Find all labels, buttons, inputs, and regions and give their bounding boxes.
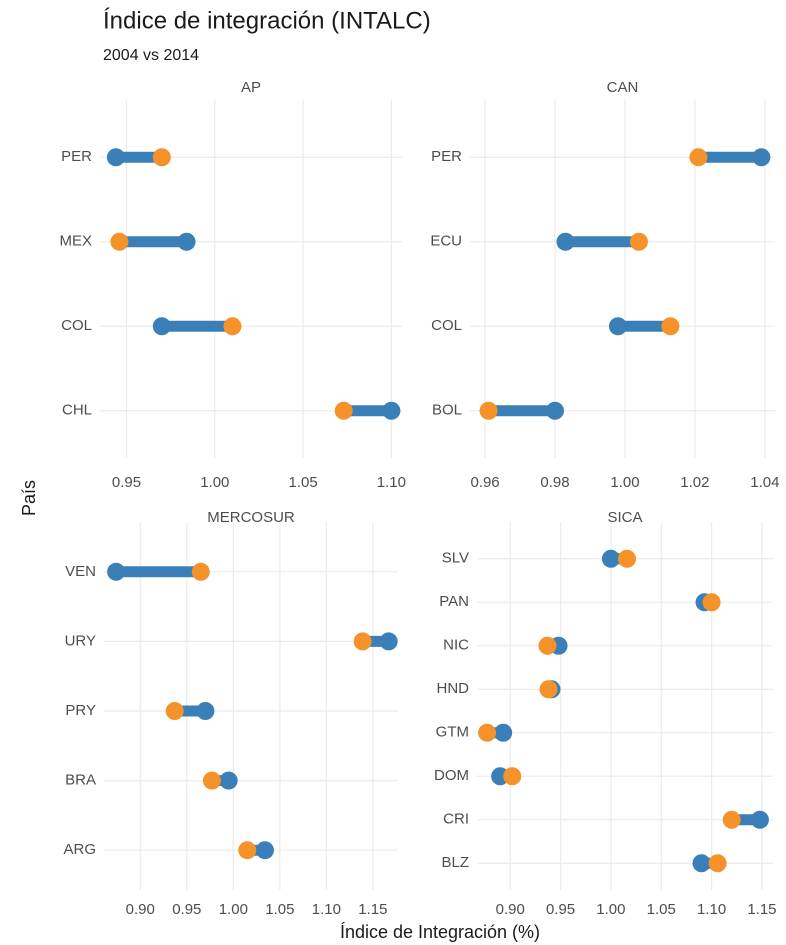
x-tick-label: 1.05 <box>265 901 294 918</box>
point <box>750 810 769 829</box>
point <box>538 636 557 655</box>
y-tick-label: VEN <box>65 563 96 580</box>
point <box>629 232 648 251</box>
y-tick-label: PRY <box>65 702 96 719</box>
x-tick-label: 0.96 <box>470 474 499 491</box>
y-tick-label: SLV <box>442 550 469 567</box>
point <box>692 854 711 873</box>
y-tick-label: BOL <box>432 402 462 419</box>
point <box>107 562 126 581</box>
x-tick-label: 1.00 <box>596 901 625 918</box>
point <box>479 401 498 420</box>
point <box>110 232 129 251</box>
point <box>601 549 620 568</box>
y-tick-label: DOM <box>434 767 469 784</box>
point <box>219 771 238 790</box>
point <box>191 562 210 581</box>
point <box>177 232 196 251</box>
point <box>196 702 215 720</box>
point <box>556 232 575 251</box>
y-tick-label: BLZ <box>441 854 469 871</box>
x-tick-label: 1.10 <box>697 901 726 918</box>
facet-label: SICA <box>607 509 642 526</box>
point <box>752 148 771 167</box>
y-tick-label: PER <box>61 148 92 165</box>
x-tick-label: 1.10 <box>377 474 406 491</box>
y-tick-label: COL <box>431 317 462 334</box>
point <box>152 317 171 336</box>
point <box>334 401 353 420</box>
y-tick-label: CRI <box>443 811 469 828</box>
x-tick-label: 0.90 <box>126 901 155 918</box>
x-tick-label: 0.98 <box>540 474 569 491</box>
y-tick-label: COL <box>61 317 92 334</box>
facet-label: CAN <box>607 79 639 96</box>
y-tick-label: GTM <box>436 724 469 741</box>
x-tick-label: 1.00 <box>219 901 248 918</box>
y-tick-label: ECU <box>430 233 462 250</box>
facet-label: MERCOSUR <box>207 509 295 526</box>
facet-label: AP <box>241 79 261 96</box>
x-axis-label: Índice de Integración (%) <box>340 922 540 942</box>
point <box>106 148 125 167</box>
point <box>503 767 522 786</box>
y-tick-label: HND <box>437 680 470 697</box>
point <box>539 680 558 699</box>
point <box>478 723 497 742</box>
y-tick-label: ARG <box>63 841 96 858</box>
x-tick-label: 1.15 <box>358 901 387 918</box>
point <box>545 401 564 420</box>
x-tick-label: 0.95 <box>172 901 201 918</box>
x-tick-label: 1.04 <box>750 474 779 491</box>
point <box>353 632 372 651</box>
chart-subtitle: 2004 vs 2014 <box>103 47 199 64</box>
y-axis-label: País <box>19 480 39 516</box>
point <box>702 593 721 612</box>
point <box>618 549 637 568</box>
point <box>202 771 221 790</box>
chart-title: Índice de integración (INTALC) <box>103 7 431 34</box>
point <box>165 702 184 720</box>
point <box>238 841 257 860</box>
point <box>722 810 741 829</box>
x-tick-label: 0.95 <box>112 474 141 491</box>
point <box>223 317 242 336</box>
y-tick-label: NIC <box>443 637 469 654</box>
x-tick-label: 1.10 <box>312 901 341 918</box>
point <box>382 401 401 420</box>
point <box>608 317 627 336</box>
point <box>689 148 708 167</box>
point <box>379 632 398 651</box>
x-tick-label: 1.15 <box>747 901 776 918</box>
point <box>494 723 513 742</box>
y-tick-label: BRA <box>65 772 96 789</box>
y-tick-label: MEX <box>59 233 92 250</box>
point <box>255 841 274 860</box>
point <box>708 854 727 873</box>
y-tick-label: URY <box>65 632 96 649</box>
x-tick-label: 1.05 <box>647 901 676 918</box>
y-tick-label: CHL <box>62 402 92 419</box>
x-tick-label: 0.90 <box>496 901 525 918</box>
x-tick-label: 1.00 <box>610 474 639 491</box>
point <box>661 317 680 336</box>
x-tick-label: 1.05 <box>288 474 317 491</box>
x-tick-label: 1.00 <box>200 474 229 491</box>
x-tick-label: 1.02 <box>680 474 709 491</box>
y-tick-label: PER <box>431 148 462 165</box>
point <box>152 148 171 167</box>
x-tick-label: 0.95 <box>546 901 575 918</box>
y-tick-label: PAN <box>439 593 469 610</box>
